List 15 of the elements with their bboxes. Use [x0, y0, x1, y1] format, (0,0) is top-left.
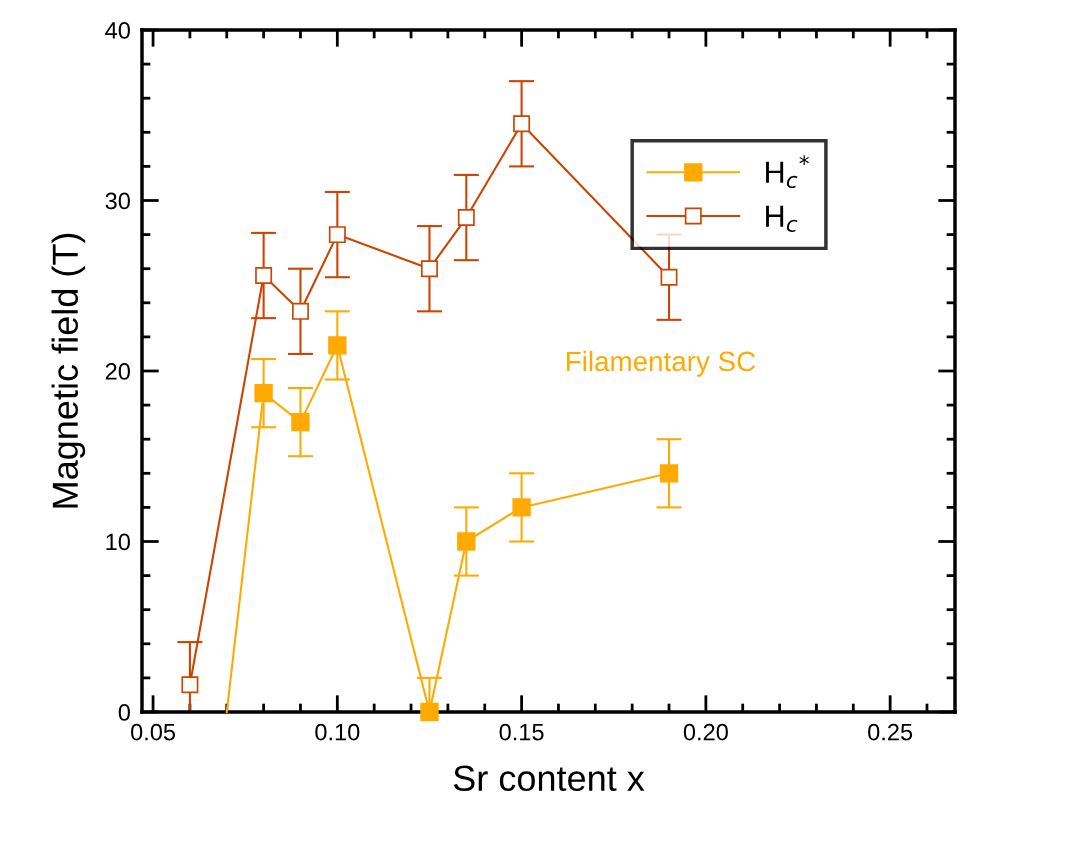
x-axis-title: Sr content x [453, 765, 645, 792]
y-tick-label: 30 [105, 192, 130, 210]
x-tick-label: 0.20 [683, 723, 728, 741]
y-tick-label: 0 [118, 704, 130, 721]
x-tick-label: 0.15 [499, 723, 544, 741]
annotation: Filamentary SC [567, 350, 756, 377]
x-tick-label: 0.10 [315, 723, 360, 741]
x-tick-label: 0.25 [868, 723, 913, 741]
y-tick-label: 20 [105, 363, 130, 380]
y-tick-label: 40 [105, 22, 130, 39]
legend-label: H$_{c}$$^{*}$ [766, 155, 809, 189]
y-axis-title: Magnetic field (T) [51, 233, 86, 508]
y-tick-label: 10 [106, 533, 130, 551]
legend-label: H$_{c}$ [766, 205, 798, 233]
x-tick-label: 0.05 [131, 723, 176, 741]
